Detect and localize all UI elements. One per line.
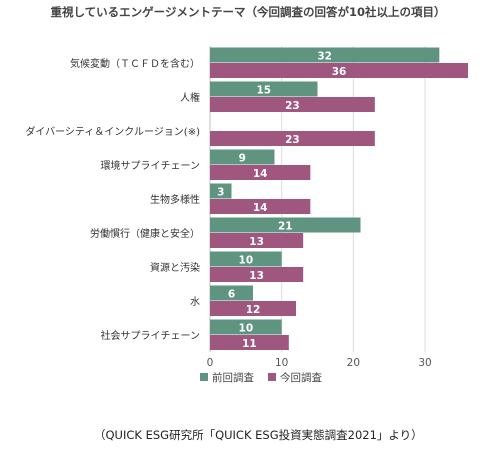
category-label: ダイバーシティ＆インクルージョン(※) [25, 125, 200, 138]
category-label: 環境サプライチェーン [101, 159, 201, 172]
bar-previous [210, 149, 275, 165]
bar-current [210, 97, 375, 112]
bar-current [210, 267, 304, 282]
data-label: 23 [285, 100, 300, 112]
category-label: 労働慣行（健康と安全） [90, 227, 200, 240]
data-label: 15 [256, 84, 271, 96]
data-label: 14 [253, 202, 268, 214]
legend-swatch [268, 373, 276, 381]
data-label: 10 [239, 254, 254, 266]
category-label: 水 [190, 296, 200, 308]
bar-current [210, 301, 296, 316]
category-label: 人権 [180, 91, 200, 104]
legend-label: 前回調査 [212, 371, 254, 384]
category-label: 資源と汚染 [150, 261, 200, 274]
data-label: 21 [278, 220, 293, 232]
data-label: 3 [217, 186, 224, 198]
bar-current [210, 199, 311, 214]
source-note: （QUICK ESG研究所「QUICK ESG投資実態調査2021」より） [94, 428, 423, 442]
data-label: 23 [285, 134, 300, 146]
bar-previous [210, 285, 253, 301]
bar-current [210, 233, 304, 248]
category-label: 気候変動（ＴＣＦＤを含む） [70, 57, 200, 70]
data-label: 13 [249, 236, 264, 248]
bar-previous [210, 251, 282, 267]
category-label: 生物多様性 [150, 193, 200, 206]
data-label: 11 [242, 338, 257, 350]
bar-current [210, 63, 468, 78]
bar-previous [210, 81, 318, 97]
bar-current [210, 131, 375, 146]
bar-previous [210, 217, 361, 233]
labels: 0 10 20 30気候変動（ＴＣＦＤを含む）3236人権1523ダイバーシティ＆イン… [25, 50, 431, 369]
data-label: 14 [253, 168, 268, 180]
data-label: 13 [249, 270, 264, 282]
x-tick-label: 0 [207, 357, 214, 369]
data-label: 9 [239, 152, 246, 164]
bar-current [210, 335, 289, 350]
legend: 前回調査 今回調査 [200, 371, 322, 384]
bar-previous [210, 319, 282, 335]
data-label: 10 [239, 322, 254, 334]
bars [210, 47, 468, 350]
bar-previous [210, 183, 232, 199]
bar-current [210, 165, 311, 180]
bar-previous [210, 47, 440, 63]
x-tick-label: 30 [418, 357, 431, 369]
data-label: 12 [246, 304, 261, 316]
legend-label: 今回調査 [280, 371, 322, 384]
x-tick-label: 10 [275, 357, 288, 369]
legend-swatch [200, 373, 208, 381]
x-tick-label: 20 [347, 357, 360, 369]
category-label: 社会サプライチェーン [101, 329, 201, 342]
data-label: 32 [317, 50, 332, 62]
data-label: 36 [332, 66, 347, 78]
chart-title: 重視しているエンゲージメントテーマ（今回調査の回答が10社以上の項目） [50, 5, 446, 19]
data-label: 6 [228, 288, 235, 300]
